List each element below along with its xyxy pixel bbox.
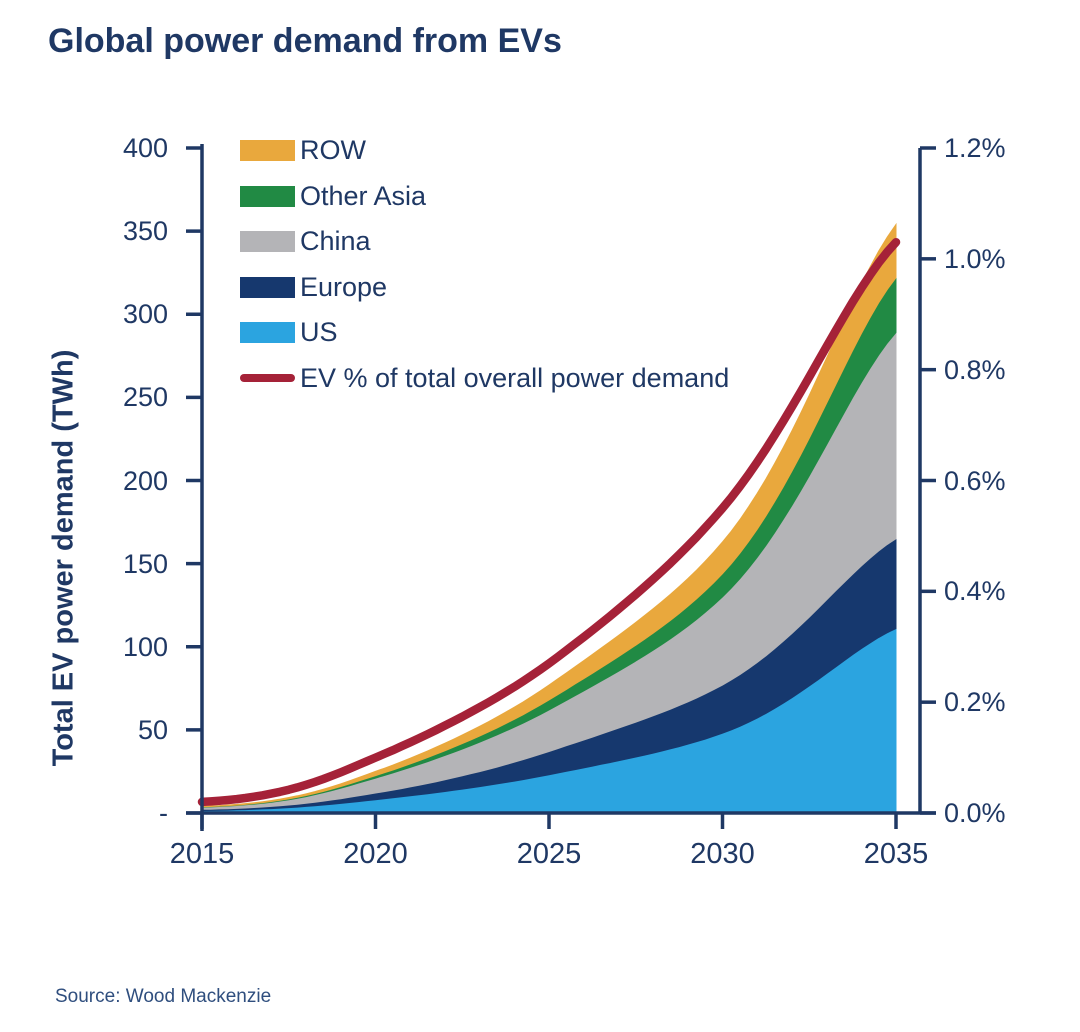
left-axis-tick-label: 50 bbox=[137, 714, 168, 745]
chart-legend: ROW Other Asia China Europe US EV % of total … bbox=[240, 128, 729, 401]
legend-item-china: China bbox=[240, 219, 729, 265]
right-axis-tick-label: 0.6% bbox=[944, 465, 1006, 496]
left-axis-tick-label: 150 bbox=[122, 548, 168, 579]
legend-item-other-asia: Other Asia bbox=[240, 174, 729, 220]
legend-item-us: US bbox=[240, 310, 729, 356]
x-axis-tick-label: 2020 bbox=[343, 838, 408, 870]
legend-line-swatch bbox=[240, 374, 295, 383]
left-axis-tick-label: 400 bbox=[122, 133, 168, 163]
legend-color-swatch bbox=[240, 140, 295, 162]
legend-color-swatch bbox=[240, 231, 295, 253]
legend-item-row: ROW bbox=[240, 128, 729, 174]
legend-label: US bbox=[300, 317, 338, 348]
legend-label: Europe bbox=[300, 271, 388, 302]
legend-label: Other Asia bbox=[300, 180, 427, 211]
left-axis-tick-label: 100 bbox=[122, 631, 168, 662]
right-axis-tick-label: 1.0% bbox=[944, 243, 1006, 274]
x-axis-tick-label: 2030 bbox=[690, 838, 755, 870]
page-title: Global power demand from EVs bbox=[48, 22, 562, 60]
right-axis-tick-label: 0.2% bbox=[944, 687, 1006, 718]
left-axis-tick-label: - bbox=[159, 798, 168, 828]
right-axis-tick-label: 0.4% bbox=[944, 576, 1006, 607]
x-axis-tick-label: 2025 bbox=[516, 838, 582, 870]
legend-color-swatch bbox=[240, 322, 295, 344]
left-axis-tick-label: 200 bbox=[122, 465, 168, 496]
left-axis-tick-label: 300 bbox=[122, 299, 168, 330]
legend-label: China bbox=[300, 226, 371, 257]
left-axis-tick-label: 250 bbox=[122, 382, 168, 413]
right-axis-tick-label: 1.2% bbox=[944, 133, 1006, 163]
right-axis-tick-label: 0.8% bbox=[944, 354, 1006, 385]
legend-color-swatch bbox=[240, 276, 295, 298]
right-axis-tick-label: 0.0% bbox=[944, 798, 1006, 828]
x-axis-tick-label: 2035 bbox=[863, 838, 929, 870]
legend-color-swatch bbox=[240, 185, 295, 207]
legend-label: EV % of total overall power demand bbox=[300, 362, 730, 393]
legend-label: ROW bbox=[300, 135, 366, 166]
source-note: Source: Wood Mackenzie bbox=[55, 986, 272, 1007]
ev-percent-line bbox=[197, 237, 901, 807]
area-row bbox=[201, 222, 897, 808]
legend-item-europe: Europe bbox=[240, 265, 729, 311]
legend-item-ev-of-total-overall-power-demand: EV % of total overall power demand bbox=[240, 356, 729, 402]
left-axis-tick-label: 350 bbox=[122, 216, 168, 247]
x-axis-tick-label: 2015 bbox=[169, 838, 235, 870]
